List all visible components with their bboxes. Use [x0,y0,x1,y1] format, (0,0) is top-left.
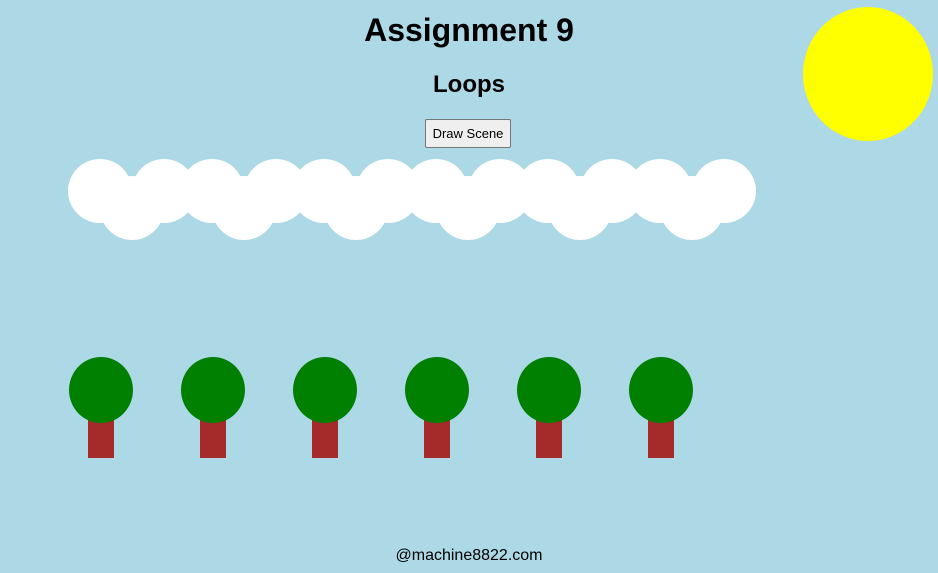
tree-crown [405,357,469,423]
cloud-puff [516,159,580,223]
clouds [68,159,756,240]
tree-crown [69,357,133,423]
tree-trunk [536,420,562,458]
cloud-puff [580,159,644,223]
page-subtitle: Loops [433,71,505,98]
cloud-puff [324,176,388,240]
tree-trunk [424,420,450,458]
cloud-puff [548,176,612,240]
tree-trunk [200,420,226,458]
tree-trunk [648,420,674,458]
cloud-puff [468,159,532,223]
tree-crown [293,357,357,423]
tree [293,357,357,458]
sun [803,7,933,141]
cloud [180,159,308,240]
page-title: Assignment 9 [364,12,574,48]
cloud-puff [692,159,756,223]
tree [69,357,133,458]
cloud-puff [132,159,196,223]
cloud-puff [404,159,468,223]
tree-trunk [88,420,114,458]
draw-scene-button[interactable]: Draw Scene [425,119,511,148]
tree [517,357,581,458]
tree [629,357,693,458]
tree-trunk [312,420,338,458]
cloud-puff [100,176,164,240]
cloud-puff [244,159,308,223]
tree-crown [629,357,693,423]
trees [69,357,693,458]
footer-credit: @machine8822.com [395,547,543,564]
cloud-puff [212,176,276,240]
cloud-puff [68,159,132,223]
cloud [404,159,532,240]
tree [181,357,245,458]
cloud-puff [436,176,500,240]
cloud [516,159,644,240]
cloud [68,159,196,240]
cloud-puff [180,159,244,223]
cloud [292,159,420,240]
cloud [628,159,756,240]
cloud-puff [356,159,420,223]
tree [405,357,469,458]
tree-crown [517,357,581,423]
cloud-puff [292,159,356,223]
cloud-puff [628,159,692,223]
cloud-puff [660,176,724,240]
tree-crown [181,357,245,423]
